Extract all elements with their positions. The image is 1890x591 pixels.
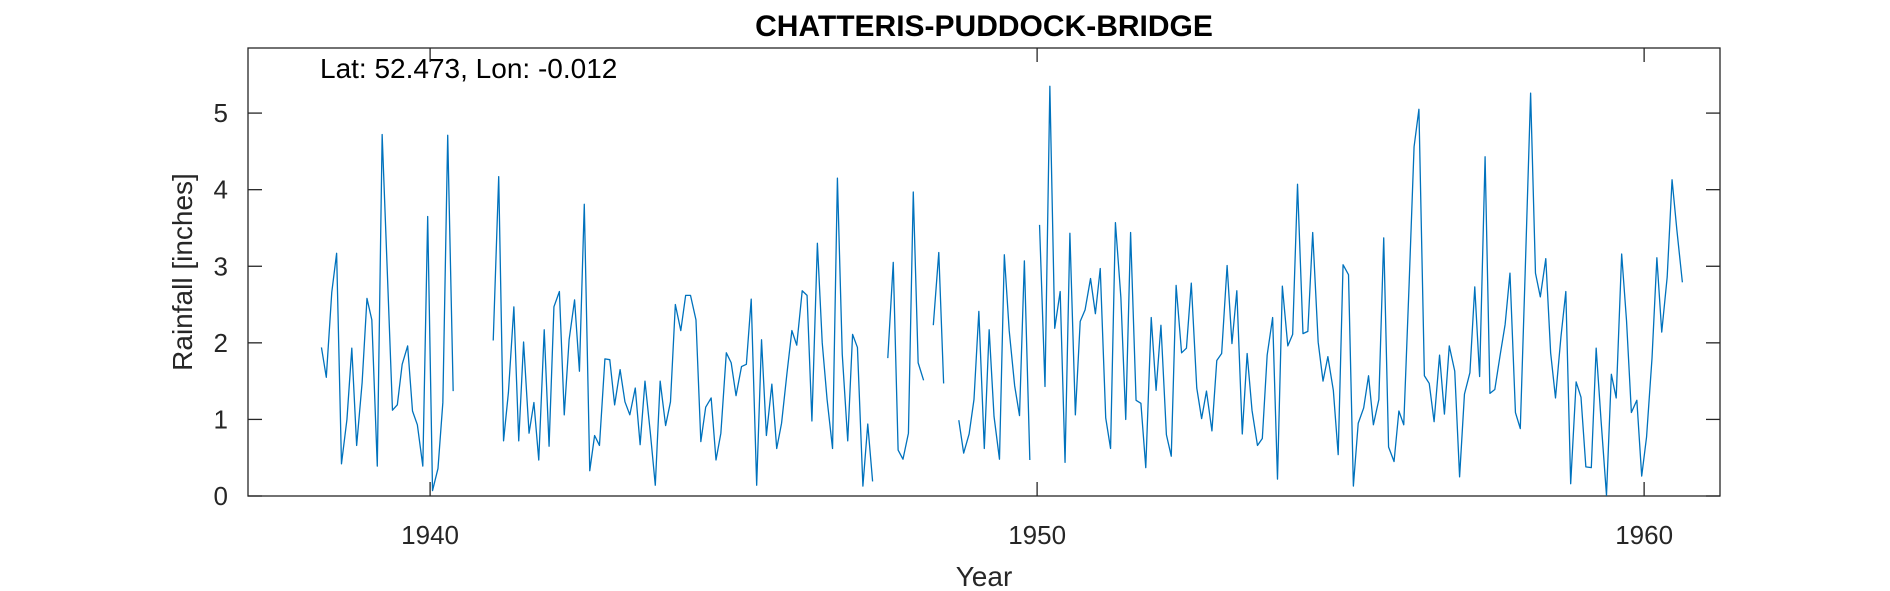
plot-area-frame (247, 47, 1721, 497)
y-tick-label: 0 (214, 481, 228, 511)
x-axis-title: Year (956, 561, 1013, 591)
x-tick-label: 1960 (1615, 520, 1673, 550)
chart-title: CHATTERIS-PUDDOCK-BRIDGE (755, 10, 1213, 43)
y-tick-label: 3 (214, 251, 228, 281)
x-tick-label: 1940 (401, 520, 459, 550)
y-tick-label: 5 (214, 98, 228, 128)
series-line-segment-5 (958, 254, 1031, 461)
series-line-segment-4 (932, 251, 945, 384)
y-axis-ticks: 0 1 2 3 4 5 (214, 98, 1720, 511)
y-tick-label: 2 (214, 328, 228, 358)
rainfall-series (320, 85, 1684, 496)
y-tick-label: 4 (214, 175, 228, 205)
x-axis-ticks: 1940 1950 1960 (401, 48, 1673, 550)
y-axis-title: Rainfall [inches] (167, 173, 198, 371)
x-tick-label: 1950 (1008, 520, 1066, 550)
y-tick-label: 1 (214, 404, 228, 434)
location-annotation: Lat: 52.473, Lon: -0.012 (320, 53, 617, 84)
series-line-segment-6 (1038, 85, 1684, 496)
series-line-segment-3 (887, 191, 925, 460)
series-line-segment-2 (492, 176, 874, 487)
series-line-segment-1 (320, 133, 454, 492)
